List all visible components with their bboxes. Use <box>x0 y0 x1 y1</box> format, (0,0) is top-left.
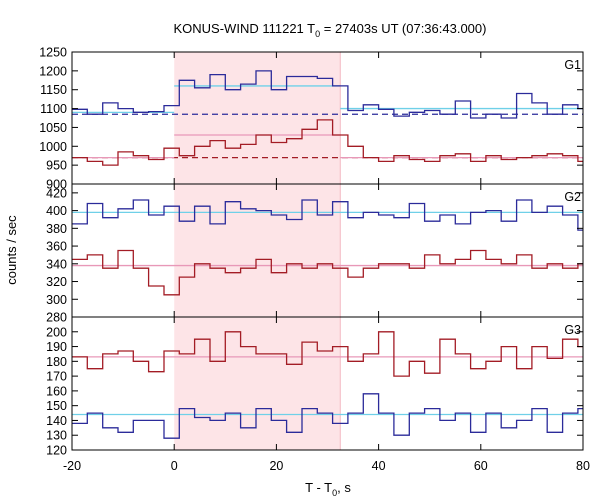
y-tick-label: 150 <box>46 399 67 413</box>
y-tick-label: 1050 <box>39 121 67 135</box>
x-tick-label: 0 <box>171 459 178 473</box>
y-tick-label: 190 <box>46 340 67 354</box>
title-prefix: KONUS-WIND 111221 T <box>174 21 316 36</box>
y-tick-label: 130 <box>46 429 67 443</box>
x-tick-label: 80 <box>576 459 590 473</box>
y-tick-label: 160 <box>46 384 67 398</box>
y-tick-label: 420 <box>46 186 67 200</box>
y-tick-label: 1150 <box>40 83 67 97</box>
x-axis-tick-labels: -20 0 20 40 60 80 <box>63 459 590 473</box>
panel-g1: 900 950 1000 1050 1100 1150 1200 1250 G1 <box>39 46 584 192</box>
x-tick-label: -20 <box>63 459 81 473</box>
y-tick-label: 900 <box>46 178 67 192</box>
highlight-interval <box>174 317 341 450</box>
highlight-interval <box>174 184 341 317</box>
y-tick-label: 1000 <box>39 140 67 154</box>
panel-frame <box>71 316 584 451</box>
panels: 900950100010501100115012001250G128030032… <box>39 46 590 474</box>
xlabel-prefix: T - T <box>305 480 332 495</box>
y-tick-label: 1200 <box>39 64 67 78</box>
series-blue-histogram <box>72 393 583 439</box>
highlight-interval <box>174 52 341 184</box>
y-tick-label: 140 <box>46 414 67 428</box>
y-tick-label: 400 <box>46 204 67 218</box>
series-blue-histogram <box>72 199 583 231</box>
x-axis-label: T - T0, s <box>305 480 351 498</box>
series-blue-histogram <box>72 70 583 119</box>
y-tick-label: 1100 <box>40 102 67 116</box>
y-tick-label: 320 <box>46 275 67 289</box>
y-tick-label: 120 <box>46 444 67 458</box>
y-axis-label: counts / sec <box>4 215 19 285</box>
panel-label: G1 <box>564 58 581 72</box>
y-tick-label: 340 <box>46 257 67 271</box>
panel-label: G2 <box>564 190 581 204</box>
xlabel-subscript: 0 <box>332 488 337 498</box>
y-tick-label: 950 <box>46 159 67 173</box>
x-tick-label: 20 <box>269 459 283 473</box>
y-tick-label: 170 <box>46 370 67 384</box>
panel-label: G3 <box>564 323 581 337</box>
title-subscript: 0 <box>315 29 320 39</box>
xlabel-suffix: , s <box>337 480 351 495</box>
series-red-histogram <box>72 119 583 166</box>
series-red-histogram <box>72 331 583 377</box>
panel-g2: 280 300 320 340 360 380 400 420 G2 <box>46 183 584 325</box>
series-red-histogram <box>72 249 583 296</box>
x-tick-label: 60 <box>474 459 488 473</box>
y-tick-label: 280 <box>46 311 67 325</box>
x-tick-label: 40 <box>372 459 386 473</box>
y-tick-label: 1250 <box>39 46 67 60</box>
y-tick-label: 180 <box>46 355 67 369</box>
y-tick-label: 200 <box>46 325 67 339</box>
y-tick-label: 360 <box>46 240 67 254</box>
chart-title: KONUS-WIND 111221 T0 = 27403s UT (07:36:… <box>174 21 487 39</box>
title-suffix: = 27403s UT (07:36:43.000) <box>320 21 486 36</box>
y-tick-label: 380 <box>46 222 67 236</box>
y-tick-label: 300 <box>46 293 67 307</box>
